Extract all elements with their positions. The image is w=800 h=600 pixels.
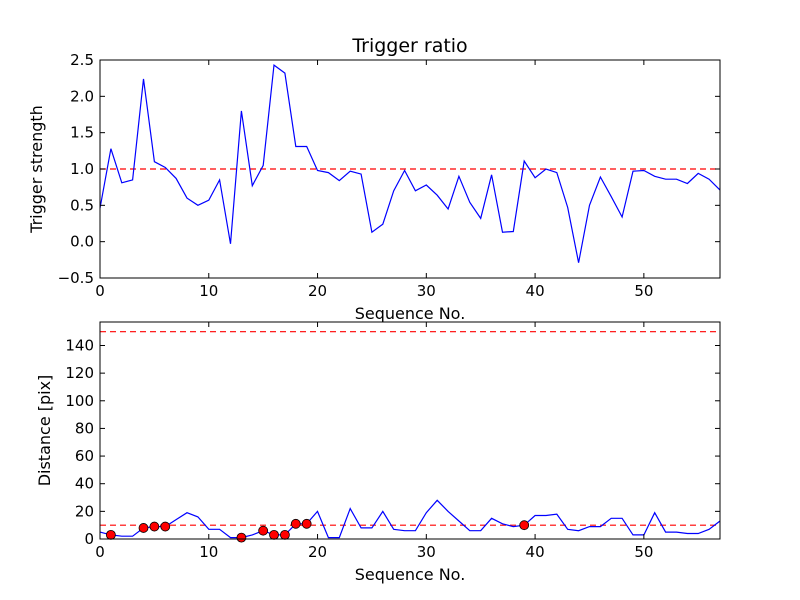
x-axis-label: Sequence No. <box>355 565 466 584</box>
x-tick-label: 10 <box>199 282 218 300</box>
x-axis-label: Sequence No. <box>355 304 466 323</box>
y-tick-label: 20 <box>75 502 94 520</box>
x-tick-label: 20 <box>308 543 327 561</box>
x-tick-label: 40 <box>526 282 545 300</box>
x-tick-label: 0 <box>95 282 105 300</box>
y-axis-label: Trigger strength <box>27 105 46 234</box>
trigger-ratio-chart: 0 10 20 30 40 50 −0.5 0.0 0.5 1.0 1.5 2.0 2.5 Trigge… <box>27 35 721 323</box>
y-tick-label: 0.5 <box>70 196 94 214</box>
x-tick-label: 10 <box>199 543 218 561</box>
data-point <box>280 529 290 540</box>
data-point <box>269 529 279 540</box>
y-tick-label: 2.0 <box>70 87 94 105</box>
y-tick-label: 140 <box>65 336 94 354</box>
y-tick-label: 100 <box>65 392 94 410</box>
y-tick-label: 1.0 <box>70 160 94 178</box>
y-tick-label: 0.0 <box>70 233 94 251</box>
y-tick-label: 2.5 <box>70 51 94 69</box>
y-axis-label: Distance [pix] <box>35 375 54 487</box>
data-point <box>301 518 312 529</box>
data-point <box>105 529 116 540</box>
series-lines <box>99 499 721 539</box>
x-tick-label: 50 <box>634 282 653 300</box>
chart-title: Trigger ratio <box>351 35 467 57</box>
axis-ticks: 0 10 20 30 40 50 −0.5 0.0 0.5 1.0 1.5 2.0 2.5 <box>58 51 720 300</box>
data-point <box>149 521 160 532</box>
plot-frame <box>99 321 721 540</box>
y-tick-label: 1.5 <box>70 124 94 142</box>
y-tick-label: 60 <box>75 447 94 465</box>
data-point <box>138 523 149 533</box>
series-lines <box>99 63 721 263</box>
data-point <box>519 520 530 531</box>
y-tick-label: 0 <box>84 530 94 548</box>
data-point <box>290 518 301 529</box>
x-tick-label: 20 <box>308 282 327 300</box>
y-tick-label: 80 <box>75 419 94 437</box>
y-tick-label: 40 <box>75 475 94 493</box>
series-markers <box>105 518 530 543</box>
x-tick-label: 30 <box>417 282 436 300</box>
distance-chart: 0 10 20 30 40 50 0 20 40 60 80 100 120 140 Sequence N… <box>35 321 721 584</box>
x-tick-label: 0 <box>95 543 105 561</box>
series-line <box>99 63 721 263</box>
data-point <box>258 525 269 536</box>
x-tick-label: 40 <box>526 543 545 561</box>
x-tick-label: 30 <box>417 543 436 561</box>
y-tick-label: −0.5 <box>58 269 94 287</box>
x-tick-label: 50 <box>634 543 653 561</box>
threshold-lines <box>100 331 720 526</box>
axis-ticks: 0 10 20 30 40 50 0 20 40 60 80 100 120 140 <box>65 322 720 561</box>
data-point <box>160 521 171 532</box>
series-line <box>99 499 721 539</box>
y-tick-label: 120 <box>65 364 94 382</box>
data-point <box>236 532 247 543</box>
